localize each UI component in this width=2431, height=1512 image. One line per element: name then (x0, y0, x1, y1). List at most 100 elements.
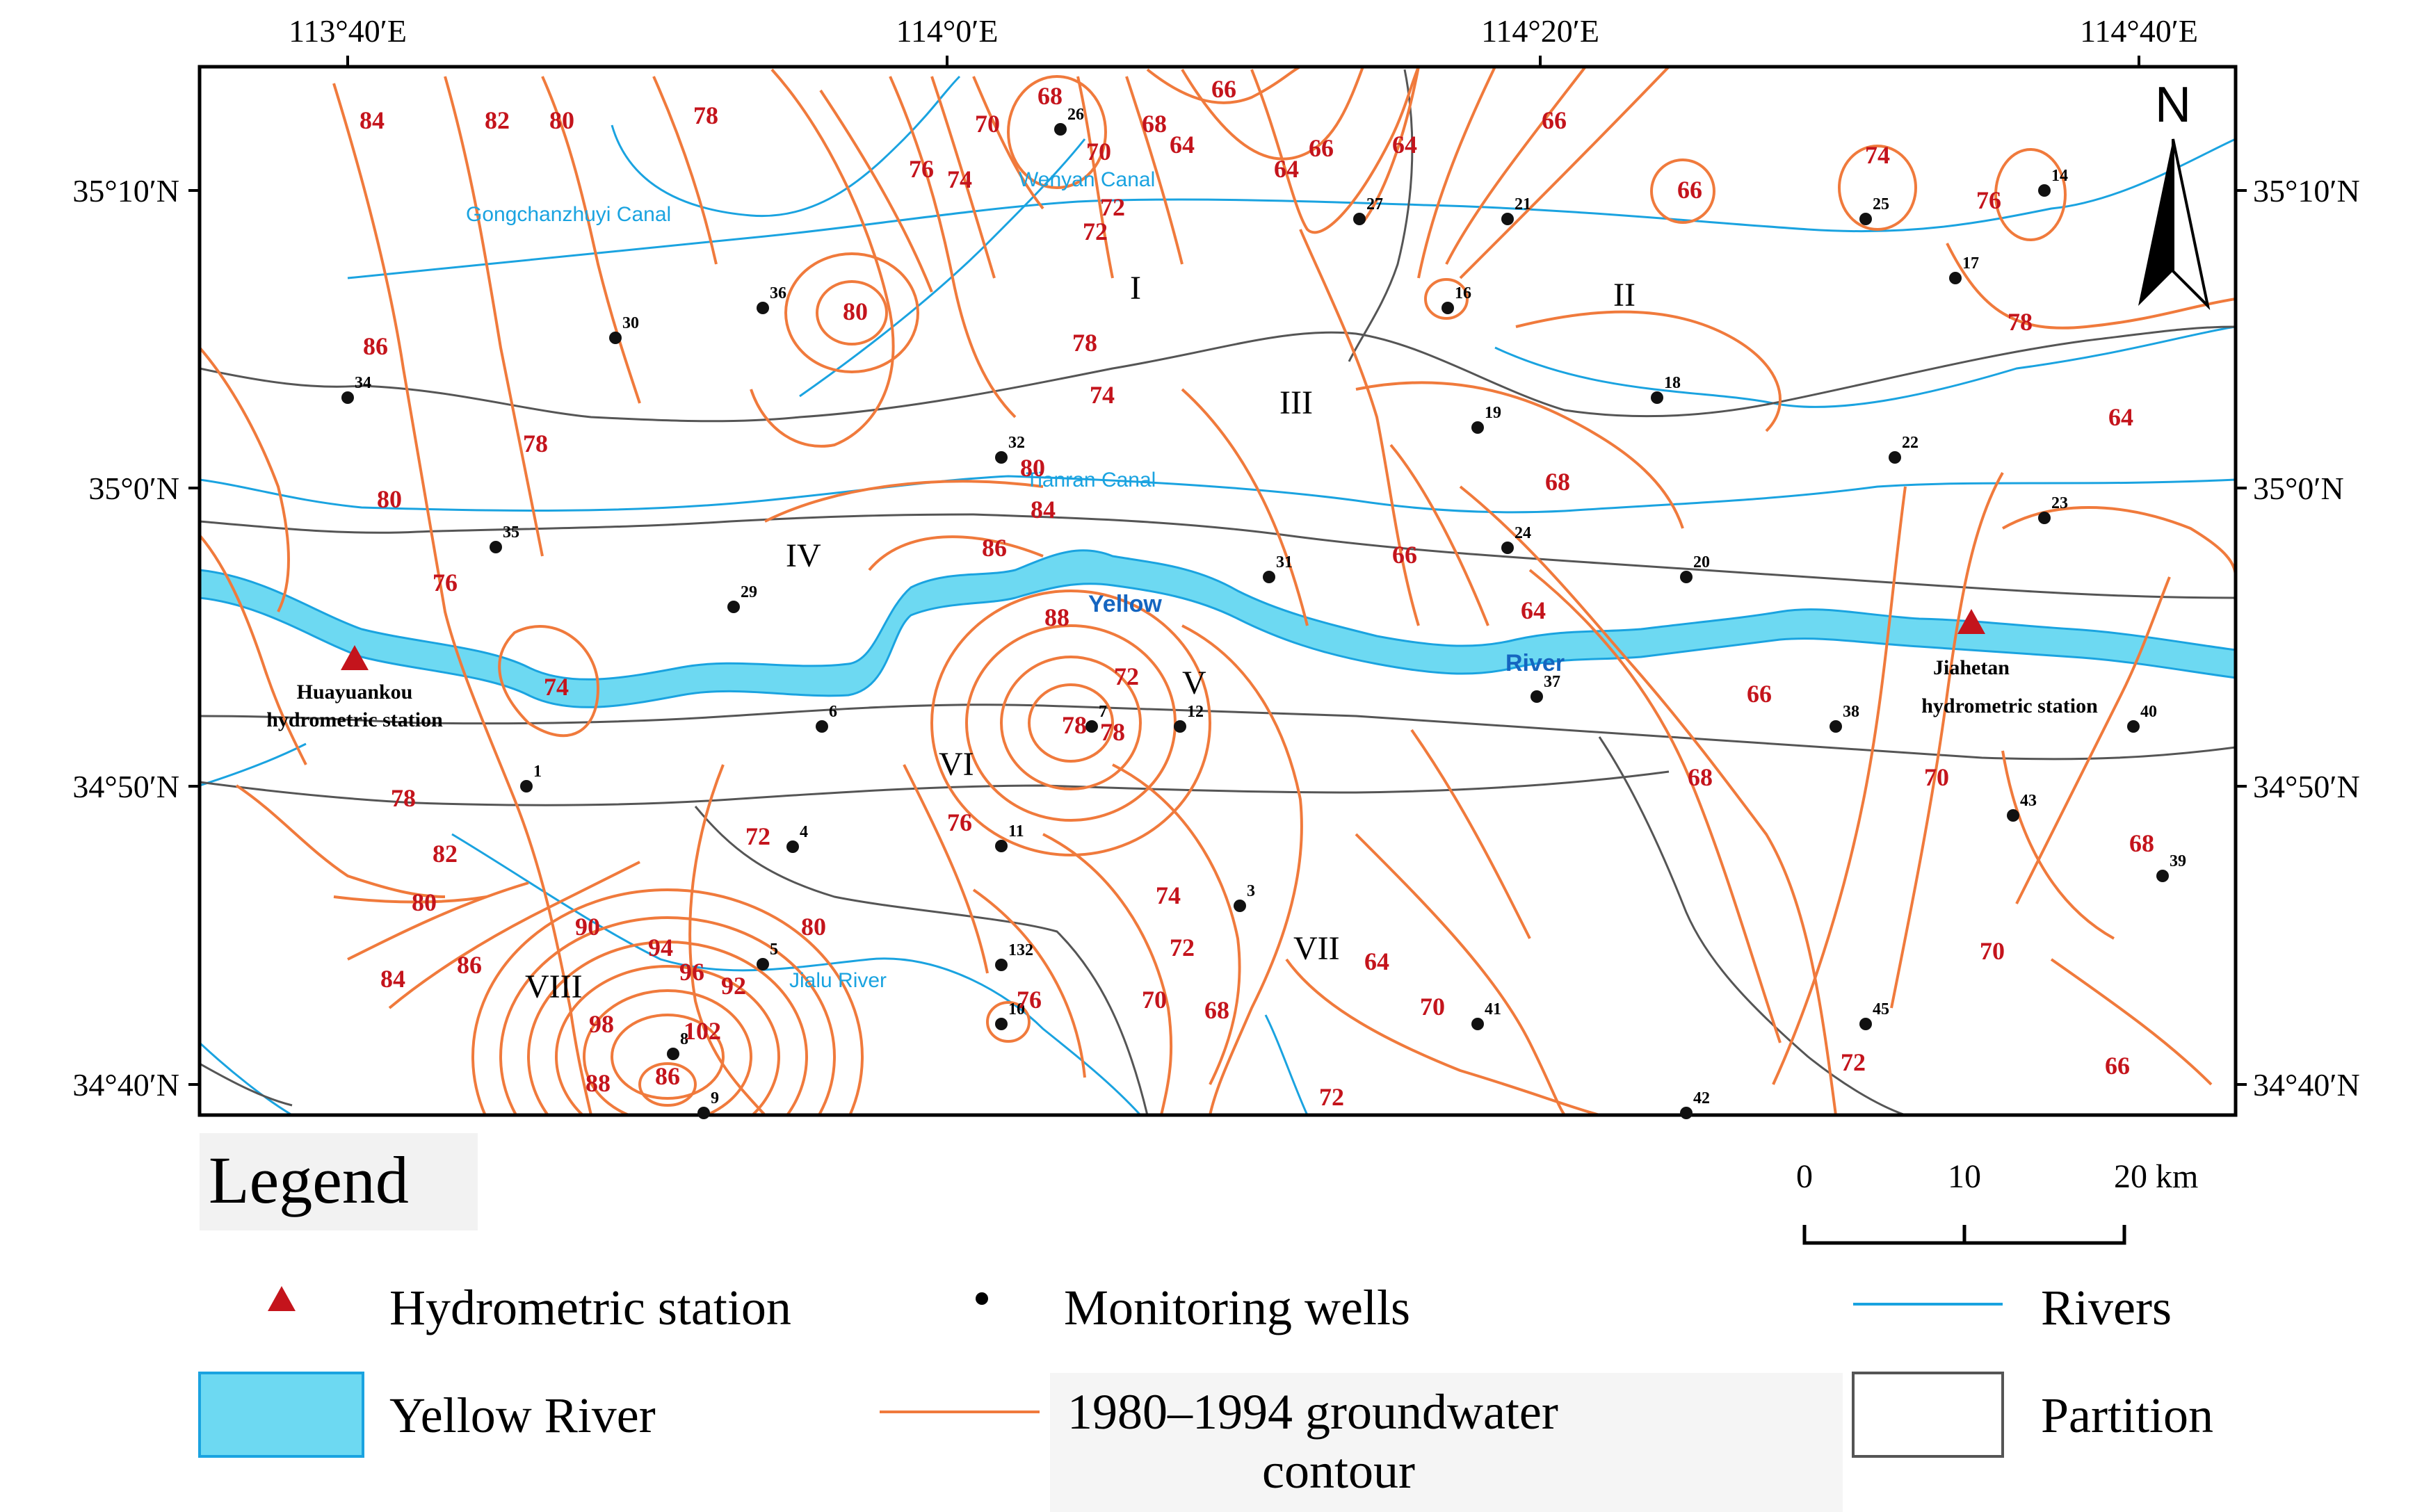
contour-value-label: 86 (363, 332, 388, 360)
legend-partition-label: Partition (2041, 1388, 2213, 1443)
lon-label-3: 114°20′E (1481, 13, 1599, 49)
contour-value-label: 76 (1976, 186, 2001, 214)
hydrometric-station-marker: Jiahetan hydrometric station (1921, 609, 2098, 717)
well-dot (1651, 391, 1663, 404)
well-dot (2127, 720, 2140, 733)
monitoring-well: 45 (1859, 1000, 1889, 1030)
lat-right-2: 35°0′N (2253, 471, 2344, 506)
contour-value-label: 102 (684, 1017, 721, 1045)
well-dot (697, 1107, 710, 1119)
well-dot (757, 302, 769, 314)
well-dot (341, 391, 354, 404)
monitoring-well: 18 (1651, 374, 1681, 404)
contour-value-label: 86 (655, 1062, 680, 1090)
well-dot (667, 1048, 679, 1060)
well-id-label: 25 (1873, 195, 1889, 213)
legend-yellow-river-icon (198, 1372, 364, 1458)
contour-value-label: 80 (801, 913, 826, 941)
monitoring-well: 7 (1085, 703, 1107, 733)
monitoring-well: 30 (609, 314, 639, 344)
contour-value-label: 72 (1319, 1083, 1344, 1111)
lat-right-1: 35°10′N (2253, 173, 2360, 209)
well-id-label: 27 (1366, 195, 1383, 213)
well-id-label: 9 (711, 1089, 719, 1107)
jialu-river-label: Jialu River (789, 969, 887, 992)
well-dot (490, 541, 502, 553)
monitoring-well: 17 (1949, 254, 1979, 284)
station-name: Jiahetan (1933, 656, 2010, 679)
contour-value-label: 72 (745, 822, 770, 850)
contour-value-label: 80 (1020, 454, 1045, 482)
contour-value-label: 78 (391, 784, 416, 812)
contour-value-label: 74 (1156, 881, 1181, 909)
contour-value-label: 70 (975, 110, 1000, 138)
tianran-canal-label: Tianran Canal (1026, 469, 1156, 491)
monitoring-well: 1 (520, 763, 542, 792)
contour-value-label: 70 (1980, 937, 2005, 965)
legend-yellow-river-label: Yellow River (389, 1388, 656, 1443)
contour-value-label: 78 (2008, 308, 2033, 336)
contour-value-label: 80 (843, 298, 868, 325)
well-id-label: 17 (1962, 254, 1979, 273)
scale-bar: 0 10 20 km (1796, 1158, 2198, 1245)
well-dot (1174, 720, 1186, 733)
lat-left-3: 34°50′N (72, 769, 179, 804)
zone-label-7: VII (1293, 930, 1340, 967)
well-id-label: 43 (2020, 792, 2037, 810)
well-id-label: 45 (1873, 1000, 1889, 1018)
contour-value-label: 68 (1204, 996, 1229, 1024)
zone-label-3: III (1279, 384, 1313, 421)
well-id-label: 39 (2170, 852, 2186, 870)
contour-value-label: 66 (2105, 1052, 2130, 1080)
well-dot (1680, 571, 1693, 583)
contour-value-label: 72 (1170, 934, 1195, 961)
monitoring-well: 6 (816, 703, 837, 733)
well-id-label: 23 (2051, 494, 2068, 512)
monitoring-well: 27 (1353, 195, 1383, 225)
zone-label-4: IV (786, 537, 821, 574)
map-frame (197, 65, 2238, 1117)
contour-value-label: 84 (380, 965, 405, 993)
lat-left-2: 35°0′N (88, 471, 179, 506)
well-dot (995, 451, 1008, 464)
contour-value-label: 70 (1142, 986, 1167, 1014)
contour-value-label: 66 (1677, 176, 1702, 204)
contour-value-label: 64 (1392, 131, 1417, 158)
monitoring-well: 3 (1234, 882, 1255, 912)
well-dot (2156, 870, 2169, 882)
well-id-label: 21 (1515, 195, 1531, 213)
well-dot (1889, 451, 1901, 464)
well-id-label: 31 (1276, 553, 1293, 571)
well-dot (1859, 213, 1872, 225)
zone-label-2: II (1613, 277, 1636, 314)
well-id-label: 16 (1455, 284, 1471, 302)
contour-value-label: 64 (1521, 596, 1546, 624)
well-dot (520, 780, 533, 792)
contour-value-label: 70 (1924, 763, 1949, 791)
legend: Legend Hydrometric station Monitoring we… (198, 1133, 2213, 1512)
yellow-river-polygon (200, 549, 2236, 708)
contour-value-label: 78 (523, 430, 548, 457)
contour-value-label: 68 (1688, 763, 1713, 791)
well-id-label: 11 (1008, 822, 1024, 840)
contour-value-label: 64 (1170, 131, 1195, 158)
well-id-label: 7 (1099, 703, 1107, 721)
well-id-label: 22 (1902, 434, 1919, 452)
hydrometric-station-marker: Huayuankou hydrometric station (266, 645, 443, 731)
well-id-label: 20 (1693, 553, 1710, 571)
monitoring-well: 43 (2007, 792, 2037, 822)
contour-value-label: 70 (1420, 993, 1445, 1021)
legend-station-icon (268, 1286, 296, 1311)
station-subtitle: hydrometric station (1921, 694, 2098, 717)
contour-value-label: 68 (1545, 468, 1570, 496)
scale-tick-10: 10 (1948, 1158, 1981, 1195)
contour-value-label: 76 (433, 569, 458, 596)
well-id-label: 6 (829, 703, 837, 721)
well-id-label: 42 (1693, 1089, 1710, 1107)
contour-value-label: 88 (585, 1069, 611, 1097)
monitoring-well: 25 (1859, 195, 1889, 225)
legend-partition-icon (1852, 1372, 2004, 1458)
well-dot (995, 1018, 1008, 1030)
contour-value-label: 66 (1211, 75, 1236, 103)
